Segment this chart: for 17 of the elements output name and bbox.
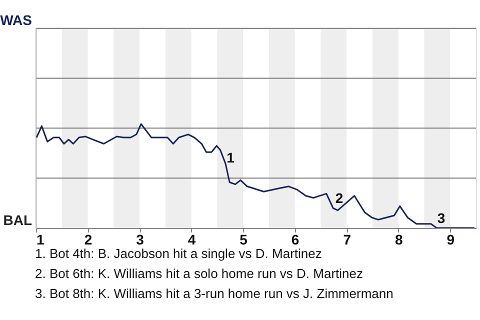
text: 1. Bot 4th: B. Jacobson hit a single vs D. Martinez xyxy=(35,246,322,261)
text: 2. Bot 6th: K. Williams hit a solo home run vs D. Martinez xyxy=(35,266,364,281)
annotation: 3 xyxy=(437,210,446,226)
x-tick-label: 1 xyxy=(36,232,44,248)
annotation: 1 xyxy=(226,150,235,166)
text: 3. Bot 8th: K. Williams hit a 3-run home run vs J. Zimmermann xyxy=(35,286,394,301)
x-tick-label: 4 xyxy=(188,232,196,248)
x-tick-label: 7 xyxy=(343,232,352,248)
text: WAS xyxy=(0,12,32,28)
x-tick-label: 9 xyxy=(446,232,455,248)
x-tick-label: 3 xyxy=(136,232,144,248)
x-tick-label: 6 xyxy=(291,232,300,248)
annotation: 2 xyxy=(335,190,344,206)
x-tick-label: 2 xyxy=(84,232,92,248)
text: BAL xyxy=(3,212,32,228)
x-tick-label: 5 xyxy=(240,232,248,248)
x-tick-label: 8 xyxy=(394,232,403,248)
